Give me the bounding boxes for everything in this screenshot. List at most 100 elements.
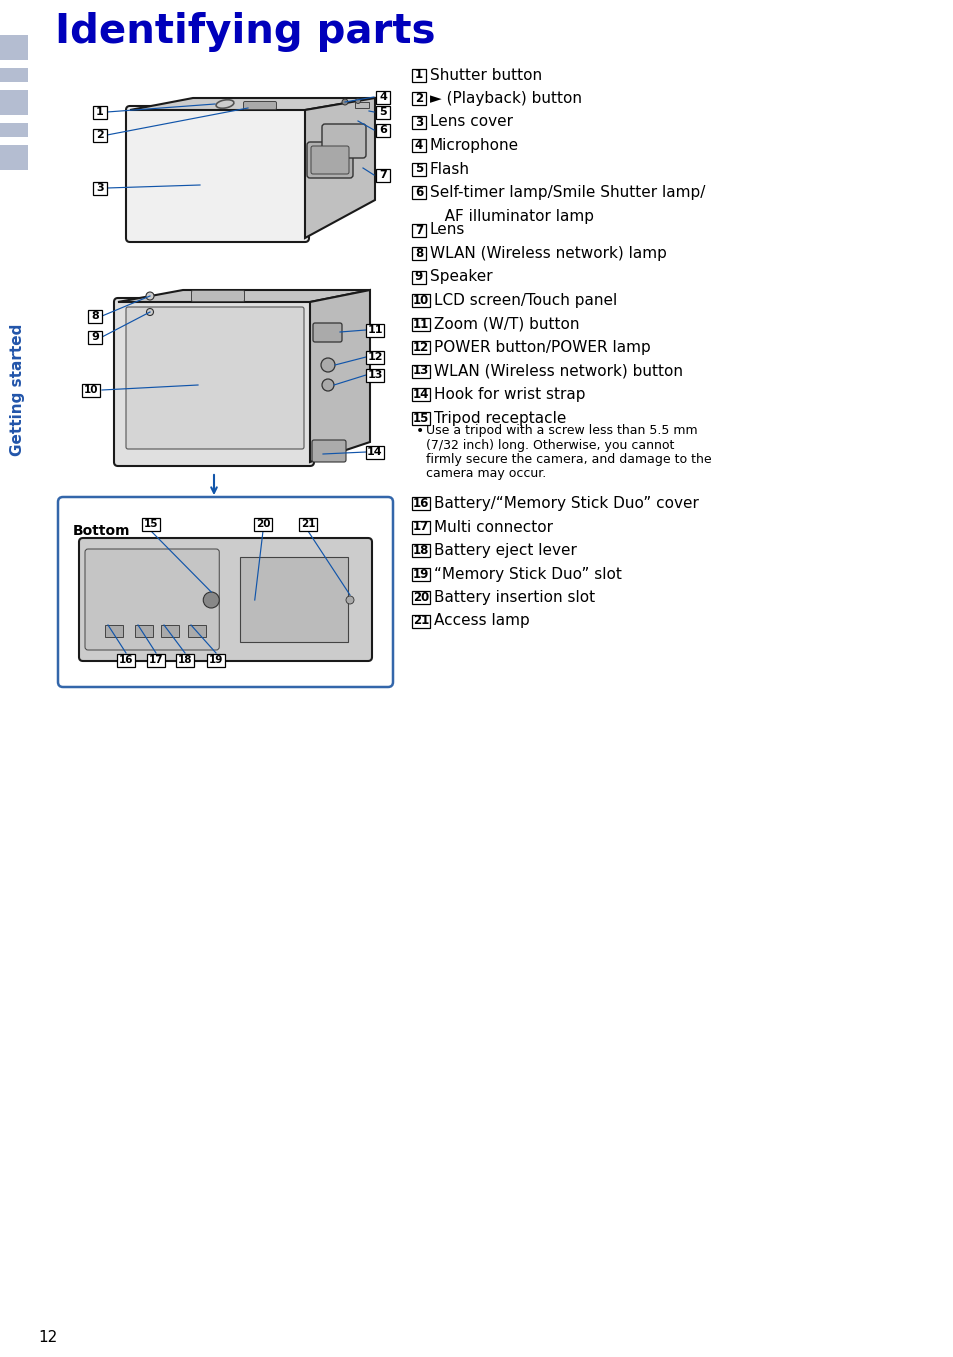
- Polygon shape: [305, 98, 375, 237]
- Text: 21: 21: [413, 615, 429, 627]
- Bar: [92, 182, 107, 194]
- Bar: [412, 615, 430, 627]
- Bar: [412, 186, 426, 199]
- Bar: [0, 90, 28, 115]
- Text: •: •: [416, 423, 424, 438]
- Bar: [412, 68, 426, 81]
- Text: 16: 16: [118, 655, 133, 665]
- Text: Access lamp: Access lamp: [434, 613, 529, 628]
- Polygon shape: [310, 290, 370, 461]
- Bar: [412, 567, 430, 581]
- Text: Multi connector: Multi connector: [434, 520, 553, 535]
- Text: Self-timer lamp/Smile Shutter lamp/: Self-timer lamp/Smile Shutter lamp/: [430, 185, 704, 199]
- Bar: [412, 138, 426, 152]
- Circle shape: [341, 99, 348, 104]
- Bar: [92, 106, 107, 118]
- Polygon shape: [118, 290, 370, 303]
- Text: 19: 19: [413, 567, 429, 581]
- FancyBboxPatch shape: [313, 323, 341, 342]
- Text: Identifying parts: Identifying parts: [55, 12, 435, 52]
- Text: firmly secure the camera, and damage to the: firmly secure the camera, and damage to …: [426, 453, 711, 465]
- Text: 3: 3: [415, 115, 422, 129]
- Text: 15: 15: [144, 518, 158, 529]
- Text: 17: 17: [149, 655, 163, 665]
- Bar: [253, 517, 272, 531]
- Bar: [412, 365, 430, 377]
- Circle shape: [322, 379, 334, 391]
- Bar: [207, 654, 225, 666]
- Bar: [412, 341, 430, 354]
- Text: Battery/“Memory Stick Duo” cover: Battery/“Memory Stick Duo” cover: [434, 497, 699, 512]
- Text: 8: 8: [415, 247, 423, 261]
- Circle shape: [313, 449, 323, 459]
- Bar: [412, 247, 426, 261]
- Text: 12: 12: [367, 351, 382, 362]
- Bar: [92, 129, 107, 141]
- Text: 9: 9: [91, 332, 99, 342]
- Bar: [142, 517, 160, 531]
- Text: 6: 6: [378, 125, 387, 134]
- Bar: [0, 68, 28, 81]
- Text: 3: 3: [96, 183, 104, 193]
- Bar: [0, 145, 28, 170]
- Text: 10: 10: [413, 294, 429, 307]
- FancyBboxPatch shape: [113, 299, 314, 465]
- Circle shape: [203, 592, 219, 608]
- Bar: [355, 102, 369, 109]
- Bar: [412, 92, 426, 104]
- Text: 1: 1: [96, 107, 104, 117]
- Text: 14: 14: [367, 446, 382, 457]
- FancyBboxPatch shape: [126, 307, 304, 449]
- Text: 2: 2: [96, 130, 104, 140]
- FancyBboxPatch shape: [85, 550, 219, 650]
- Text: POWER button/POWER lamp: POWER button/POWER lamp: [434, 341, 650, 356]
- Bar: [298, 517, 316, 531]
- Text: camera may occur.: camera may occur.: [426, 468, 546, 480]
- Text: 14: 14: [413, 388, 429, 402]
- Bar: [412, 224, 426, 236]
- FancyBboxPatch shape: [311, 147, 349, 174]
- Circle shape: [355, 99, 360, 103]
- Bar: [188, 626, 206, 636]
- Bar: [412, 163, 426, 175]
- Text: 8: 8: [91, 311, 99, 322]
- Bar: [88, 331, 102, 343]
- Text: Tripod receptacle: Tripod receptacle: [434, 411, 566, 426]
- Bar: [0, 123, 28, 137]
- Text: 15: 15: [413, 411, 429, 425]
- Text: 16: 16: [413, 497, 429, 510]
- Text: Microphone: Microphone: [430, 138, 518, 153]
- Text: 19: 19: [209, 655, 223, 665]
- Text: 9: 9: [415, 270, 423, 284]
- Text: 21: 21: [300, 518, 314, 529]
- Text: 6: 6: [415, 186, 423, 199]
- Text: Lens cover: Lens cover: [430, 114, 513, 129]
- Polygon shape: [130, 98, 375, 110]
- Text: 11: 11: [367, 324, 382, 335]
- Text: WLAN (Wireless network) lamp: WLAN (Wireless network) lamp: [430, 246, 666, 261]
- FancyBboxPatch shape: [58, 497, 393, 687]
- Bar: [412, 411, 430, 425]
- Bar: [88, 309, 102, 323]
- Text: Getting started: Getting started: [10, 324, 26, 456]
- Bar: [366, 350, 384, 364]
- Text: AF illuminator lamp: AF illuminator lamp: [430, 209, 594, 224]
- Text: 18: 18: [177, 655, 193, 665]
- Bar: [412, 270, 426, 284]
- Bar: [412, 318, 430, 331]
- Text: Hook for wrist strap: Hook for wrist strap: [434, 387, 585, 402]
- Text: Flash: Flash: [430, 161, 470, 176]
- FancyBboxPatch shape: [192, 290, 244, 301]
- Text: 13: 13: [413, 365, 429, 377]
- Text: (7/32 inch) long. Otherwise, you cannot: (7/32 inch) long. Otherwise, you cannot: [426, 438, 674, 452]
- Bar: [366, 323, 384, 337]
- Bar: [375, 106, 390, 118]
- FancyBboxPatch shape: [312, 440, 346, 461]
- Text: 4: 4: [378, 92, 387, 102]
- Bar: [366, 445, 384, 459]
- Bar: [366, 369, 384, 381]
- FancyBboxPatch shape: [243, 102, 276, 110]
- Bar: [105, 626, 123, 636]
- Bar: [412, 521, 430, 533]
- Text: 1: 1: [415, 68, 422, 81]
